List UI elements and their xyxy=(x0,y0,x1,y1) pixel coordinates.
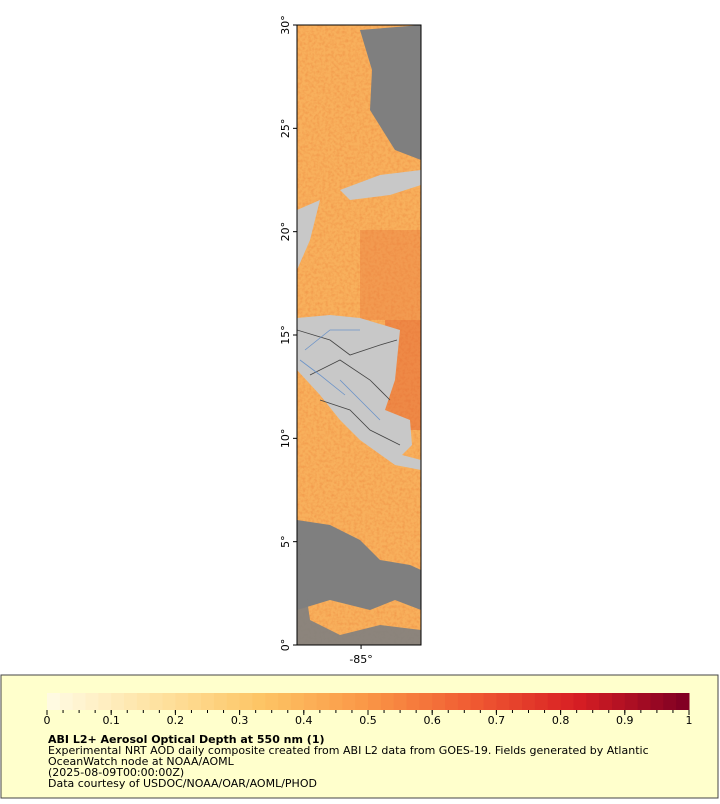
colorbar-cell xyxy=(547,693,562,710)
legend-line: Experimental NRT AOD daily composite cre… xyxy=(48,744,649,757)
colorbar-tick-label: 0.2 xyxy=(167,714,185,727)
colorbar-cell xyxy=(355,693,369,710)
colorbar-cell xyxy=(393,693,408,710)
colorbar-cell xyxy=(650,693,664,710)
x-tick-label: -85° xyxy=(349,653,372,666)
colorbar-cell xyxy=(599,693,613,710)
colorbar-cell xyxy=(586,693,600,710)
legend-line: OceanWatch node at NOAA/AOML xyxy=(48,755,235,768)
colorbar-cell xyxy=(611,693,626,710)
colorbar-tick-label: 0.8 xyxy=(552,714,570,727)
colorbar-cell xyxy=(98,693,112,710)
y-tick-label: 25° xyxy=(279,119,292,139)
colorbar-cell xyxy=(663,693,677,710)
colorbar-tick-label: 0.3 xyxy=(231,714,249,727)
colorbar-cell xyxy=(560,693,574,710)
colorbar-cell xyxy=(457,693,472,710)
y-tick-label: 0° xyxy=(279,639,292,652)
y-tick-label: 30° xyxy=(279,15,292,35)
colorbar-tick-label: 0.4 xyxy=(295,714,313,727)
colorbar-cell xyxy=(162,693,176,710)
colorbar-cell xyxy=(573,693,587,710)
colorbar-cell xyxy=(445,693,459,710)
legend-line: Data courtesy of USDOC/NOAA/OAR/AOML/PHO… xyxy=(48,777,317,790)
y-tick-label: 15° xyxy=(279,325,292,345)
colorbar-cell xyxy=(470,693,485,710)
legend-line: (2025-08-09T00:00:00Z) xyxy=(48,766,184,779)
colorbar-cell xyxy=(406,693,420,710)
colorbar-tick-label: 0 xyxy=(44,714,51,727)
colorbar-cell xyxy=(342,693,356,710)
colorbar-cell xyxy=(534,693,549,710)
colorbar-tick-label: 0.5 xyxy=(359,714,377,727)
colorbar-tick-label: 0.1 xyxy=(102,714,120,727)
colorbar-cell xyxy=(509,693,523,710)
y-tick-label: 5° xyxy=(279,535,292,548)
colorbar-tick-label: 0.6 xyxy=(423,714,441,727)
y-tick-label: 10° xyxy=(279,429,292,449)
colorbar-cell xyxy=(496,693,510,710)
colorbar-cell xyxy=(175,693,189,710)
y-tick-label: 20° xyxy=(279,222,292,242)
colorbar-cell xyxy=(522,693,536,710)
colorbar-cell xyxy=(85,693,99,710)
colorbar-cell xyxy=(380,693,395,710)
colorbar-cell xyxy=(252,693,266,710)
colorbar-cell xyxy=(676,693,690,710)
colorbar-cell xyxy=(624,693,639,710)
colorbar-tick-label: 1 xyxy=(686,714,693,727)
colorbar-cell xyxy=(290,693,305,710)
colorbar-cell xyxy=(637,693,651,710)
colorbar-cell xyxy=(483,693,497,710)
colorbar-cell xyxy=(72,693,87,710)
colorbar-tick-label: 0.9 xyxy=(616,714,634,727)
colorbar-cell xyxy=(149,693,164,710)
colorbar-cell xyxy=(239,693,253,710)
colorbar-cell xyxy=(201,693,215,710)
colorbar-cell xyxy=(111,693,125,710)
colorbar-cell xyxy=(136,693,151,710)
colorbar-cell xyxy=(188,693,202,710)
colorbar-cell xyxy=(226,693,241,710)
colorbar-cell xyxy=(368,693,382,710)
colorbar-cell xyxy=(59,693,74,710)
colorbar-cell xyxy=(432,693,446,710)
legend-title: ABI L2+ Aerosol Optical Depth at 550 nm … xyxy=(48,733,325,746)
colorbar-cell xyxy=(316,693,330,710)
colorbar-cell xyxy=(124,693,138,710)
colorbar-cell xyxy=(329,693,343,710)
colorbar-cell xyxy=(213,693,228,710)
colorbar-cell xyxy=(419,693,433,710)
colorbar-cell xyxy=(278,693,292,710)
colorbar-cell xyxy=(47,693,61,710)
colorbar-tick-label: 0.7 xyxy=(488,714,506,727)
colorbar-cell xyxy=(303,693,318,710)
colorbar-cell xyxy=(265,693,279,710)
map-image xyxy=(297,25,421,645)
